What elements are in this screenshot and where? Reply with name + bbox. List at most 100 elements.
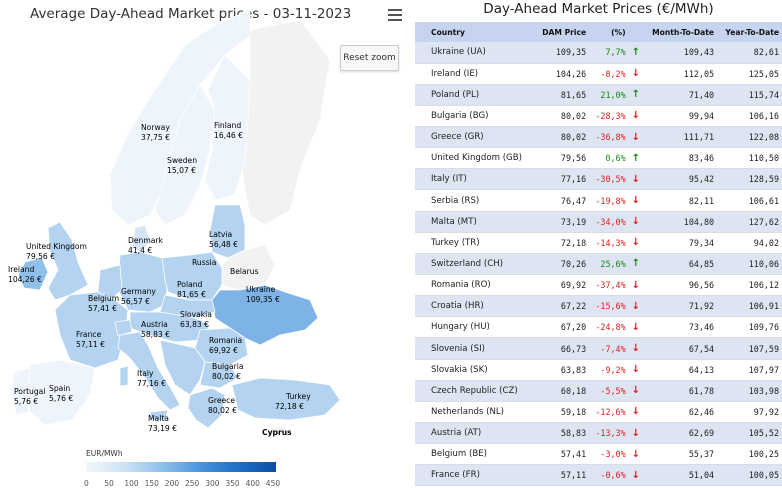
table-row[interactable]: Ukraine (UA) 109,35 7,7% ↑ 109,43 82,61	[415, 42, 782, 64]
header-month-to-date[interactable]: Month-To-Date	[643, 22, 718, 42]
map-title: Average Day-Ahead Market prices - 03-11-…	[30, 6, 352, 22]
table-row[interactable]: Slovakia (SK) 63,83 -9,2% ↓ 64,13 107,97	[415, 359, 782, 381]
cell-pct: -7,4%	[589, 337, 629, 360]
table-row[interactable]: Bulgaria (BG) 80,02 -28,3% ↓ 99,94 106,16	[415, 105, 782, 128]
map-label-united-kingdom-value: 79,56 €	[26, 252, 55, 261]
country-turkey[interactable]	[231, 377, 341, 421]
cell-year-to-date: 106,61	[717, 189, 782, 212]
country-ukraine[interactable]	[211, 284, 319, 346]
table-title: Day-Ahead Market Prices (€/MWh)	[483, 1, 714, 17]
country-benelux[interactable]	[97, 264, 123, 301]
map-label-italy-value: 77,16 €	[137, 379, 166, 388]
cell-dam-price: 80,02	[534, 105, 590, 128]
country-italy-islands[interactable]	[119, 365, 169, 421]
arrow-down-icon: ↓	[628, 316, 644, 339]
cell-dam-price: 73,19	[534, 211, 590, 233]
map-label-portugal: Portugal	[14, 387, 45, 396]
cell-pct: -24,8%	[589, 316, 629, 339]
cell-month-to-date: 82,11	[643, 189, 718, 212]
cell-dam-price: 79,56	[534, 147, 590, 170]
cell-year-to-date: 103,98	[717, 380, 782, 402]
cell-dam-price: 66,73	[534, 337, 590, 360]
cell-dam-price: 77,16	[534, 168, 590, 191]
map-label-latvia: Latvia	[209, 230, 232, 239]
cell-dam-price: 60,18	[534, 380, 590, 402]
cell-month-to-date: 67,54	[643, 337, 718, 360]
cell-month-to-date: 64,13	[643, 359, 718, 381]
map-label-italy: Italy	[137, 369, 154, 378]
legend-tick-label: 350	[225, 479, 240, 488]
table-row[interactable]: Netherlands (NL) 59,18 -12,6% ↓ 62,46 97,92	[415, 401, 782, 424]
table-row[interactable]: United Kingdom (GB) 79,56 0,6% ↑ 83,46 110,50	[415, 147, 782, 170]
cell-country: Ireland (IE)	[415, 63, 535, 85]
table-row[interactable]: Poland (PL) 81,65 21,0% ↑ 71,40 115,74	[415, 84, 782, 106]
table-row[interactable]: Greece (GR) 80,02 -36,8% ↓ 111,71 122,08	[415, 126, 782, 149]
table-row[interactable]: Croatia (HR) 67,22 -15,6% ↓ 71,92 106,91	[415, 295, 782, 318]
country-italy[interactable]	[117, 331, 181, 411]
map-label-spain-value: 5,76 €	[49, 394, 73, 403]
table-row[interactable]: Malta (MT) 73,19 -34,0% ↓ 104,80 127,62	[415, 211, 782, 233]
cell-month-to-date: 55,37	[643, 443, 718, 466]
cell-country: Ukraine (UA)	[415, 42, 535, 64]
cell-country: United Kingdom (GB)	[415, 147, 535, 170]
country-sweden[interactable]	[154, 84, 216, 226]
cell-pct: -0,6%	[589, 464, 629, 487]
table-row[interactable]: Turkey (TR) 72,18 -14,3% ↓ 79,34 94,02	[415, 232, 782, 254]
cell-month-to-date: 73,46	[643, 316, 718, 339]
map-label-latvia-value: 56,48 €	[209, 240, 238, 249]
arrow-down-icon: ↓	[628, 337, 644, 360]
country-russia[interactable]	[239, 19, 331, 226]
cell-dam-price: 109,35	[534, 42, 590, 64]
table-row[interactable]: Slovenia (SI) 66,73 -7,4% ↓ 67,54 107,59	[415, 337, 782, 360]
country-finland[interactable]	[204, 54, 251, 201]
cell-country: Netherlands (NL)	[415, 401, 535, 424]
europe-map[interactable]: Norway 37,75 € Finland 16,46 € Sweden 15…	[0, 0, 410, 445]
arrow-up-icon: ↑	[628, 42, 644, 64]
table-body: Ukraine (UA) 109,35 7,7% ↑ 109,43 82,61 Irelan…	[415, 42, 782, 487]
table-row[interactable]: Austria (AT) 58,83 -13,3% ↓ 62,69 105,52	[415, 422, 782, 445]
reset-zoom-button[interactable]: Reset zoom	[340, 45, 399, 71]
country-poland[interactable]	[161, 251, 223, 301]
arrow-down-icon: ↓	[628, 380, 644, 402]
table-row[interactable]: Switzerland (CH) 70,26 25,6% ↑ 64,85 110,06	[415, 253, 782, 276]
table-row[interactable]: Belgium (BE) 57,41 -3,0% ↓ 55,37 100,25	[415, 443, 782, 466]
header-arrow	[628, 22, 644, 42]
header-dam-price[interactable]: DAM Price	[534, 22, 590, 42]
cell-country: Switzerland (CH)	[415, 253, 535, 276]
header-country[interactable]: Country	[415, 22, 535, 42]
table-row[interactable]: Serbia (RS) 76,47 -19,8% ↓ 82,11 106,61	[415, 189, 782, 212]
cell-month-to-date: 96,56	[643, 274, 718, 297]
table-row[interactable]: Romania (RO) 69,92 -37,4% ↓ 96,56 106,12	[415, 274, 782, 297]
cell-month-to-date: 111,71	[643, 126, 718, 149]
country-united-kingdom[interactable]	[47, 221, 89, 301]
map-label-ukraine: Ukraine	[246, 285, 276, 294]
map-label-poland: Poland	[177, 280, 203, 289]
map-label-norway-value: 37,75 €	[141, 133, 170, 142]
cell-country: Austria (AT)	[415, 422, 535, 445]
country-greece[interactable]	[187, 387, 226, 429]
country-switzerland[interactable]	[114, 319, 133, 337]
country-denmark[interactable]	[131, 224, 151, 253]
hamburger-menu-icon[interactable]	[388, 9, 402, 21]
cell-dam-price: 76,47	[534, 189, 590, 212]
country-portugal[interactable]	[11, 367, 31, 416]
cell-country: Romania (RO)	[415, 274, 535, 297]
country-norway[interactable]	[109, 9, 251, 226]
table-row[interactable]: Ireland (IE) 104,26 -8,2% ↓ 112,05 125,05	[415, 63, 782, 85]
country-france[interactable]	[54, 291, 129, 369]
table-row[interactable]: France (FR) 57,11 -0,6% ↓ 51,04 100,05	[415, 464, 782, 487]
country-cyprus[interactable]	[269, 425, 286, 435]
cell-pct: -36,8%	[589, 126, 629, 149]
table-row[interactable]: Hungary (HU) 67,20 -24,8% ↓ 73,46 109,76	[415, 316, 782, 339]
table-row[interactable]: Czech Republic (CZ) 60,18 -5,5% ↓ 61,78 103,9…	[415, 380, 782, 402]
cell-dam-price: 67,22	[534, 295, 590, 318]
map-label-france: France	[76, 330, 102, 339]
header-year-to-date[interactable]: Year-To-Date	[717, 22, 782, 42]
table-row[interactable]: Italy (IT) 77,16 -30,5% ↓ 95,42 128,59	[415, 168, 782, 191]
country-bulgaria[interactable]	[199, 361, 239, 389]
cell-pct: 7,7%	[589, 42, 629, 64]
country-ireland[interactable]	[17, 257, 49, 291]
country-balkans[interactable]	[159, 339, 206, 396]
header-pct[interactable]: (%)	[589, 22, 629, 42]
cell-month-to-date: 79,34	[643, 232, 718, 254]
